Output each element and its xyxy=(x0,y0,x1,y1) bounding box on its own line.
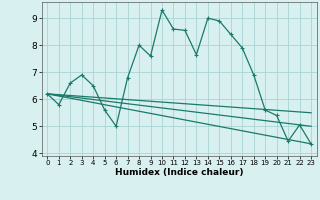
X-axis label: Humidex (Indice chaleur): Humidex (Indice chaleur) xyxy=(115,168,244,177)
